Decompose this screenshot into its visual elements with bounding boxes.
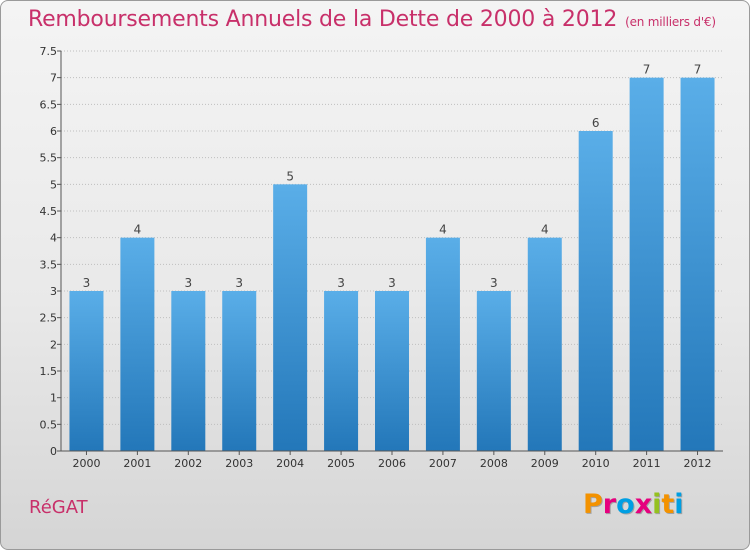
data-label: 3	[235, 276, 243, 290]
data-label: 3	[490, 276, 498, 290]
x-tick-label: 2005	[327, 457, 355, 470]
y-tick-label: 3.5	[40, 258, 58, 271]
x-tick-label: 2010	[582, 457, 610, 470]
bar	[120, 237, 155, 451]
axes: 0 0.5 1 1.5 2 2.5 3 3.5 4 4.5 5 5.5 6 6.5 7 7.5	[40, 45, 723, 458]
data-label: 3	[184, 276, 192, 290]
bar	[222, 291, 257, 451]
bar	[375, 291, 409, 451]
x-tick-label: 2000	[72, 457, 100, 470]
y-tick-label: 6.5	[40, 98, 58, 111]
data-label: 4	[541, 223, 549, 237]
y-tick-label: 6	[50, 125, 57, 138]
data-label: 3	[388, 276, 396, 290]
x-tick-label: 2008	[480, 457, 508, 470]
logo-letter: r	[602, 489, 617, 520]
logo-letter: i	[674, 489, 684, 520]
bars	[69, 77, 715, 452]
bar	[171, 291, 206, 451]
y-tick-label: 0.5	[40, 418, 58, 431]
x-tick-label: 2002	[174, 457, 202, 470]
x-tick-label: 2001	[123, 457, 151, 470]
x-tick-label: 2003	[225, 457, 253, 470]
x-tick-label: 2007	[429, 457, 457, 470]
y-tick-label: 7.5	[40, 45, 58, 58]
data-label: 7	[643, 63, 651, 77]
x-tick-label: 2012	[684, 457, 712, 470]
y-tick-label: 4	[50, 232, 57, 245]
bar	[425, 237, 460, 451]
bar	[69, 291, 104, 451]
data-label: 3	[83, 276, 91, 290]
x-tick-label: 2006	[378, 457, 406, 470]
logo-letter: i	[652, 489, 662, 520]
y-tick-label: 5.5	[40, 152, 58, 165]
chart-title: Remboursements Annuels de la Dette de 20…	[28, 7, 716, 32]
bar	[527, 237, 562, 451]
chart-title-text: Remboursements Annuels de la Dette de 20…	[28, 7, 618, 32]
data-label: 4	[134, 223, 142, 237]
data-label: 6	[592, 116, 600, 130]
x-tick-label: 2009	[531, 457, 559, 470]
data-label: 5	[286, 169, 294, 183]
y-tick-label: 2.5	[40, 312, 58, 325]
data-label: 3	[337, 276, 345, 290]
bar	[273, 184, 308, 452]
y-tick-label: 1	[50, 392, 57, 405]
data-label: 7	[694, 63, 702, 77]
y-tick-label: 2	[50, 338, 57, 351]
proxiti-logo: Proxiti	[583, 489, 684, 520]
logo-letter: P	[583, 489, 603, 520]
logo-letter: t	[661, 489, 675, 520]
bar	[680, 77, 715, 452]
unit-note: (en milliers d'€)	[625, 15, 716, 29]
labels: 2000 3 2001 4 2002 3 2003 3 2004 5 2005 3 2006 3 2007 4…	[72, 63, 711, 470]
bar	[578, 131, 613, 451]
y-tick-label: 4.5	[40, 205, 58, 218]
y-tick-label: 0	[50, 445, 57, 458]
logo-letter: o	[616, 489, 635, 520]
commune-name: RéGAT	[29, 497, 88, 518]
y-tick-label: 5	[50, 178, 57, 191]
y-tick-label: 7	[50, 72, 57, 85]
y-tick-label: 3	[50, 285, 57, 298]
bar	[476, 291, 511, 451]
bar	[324, 291, 359, 451]
x-tick-label: 2011	[633, 457, 661, 470]
x-tick-label: 2004	[276, 457, 304, 470]
bar	[629, 77, 664, 452]
data-label: 4	[439, 223, 447, 237]
y-tick-label: 1.5	[40, 365, 58, 378]
logo-letter: x	[634, 489, 653, 520]
